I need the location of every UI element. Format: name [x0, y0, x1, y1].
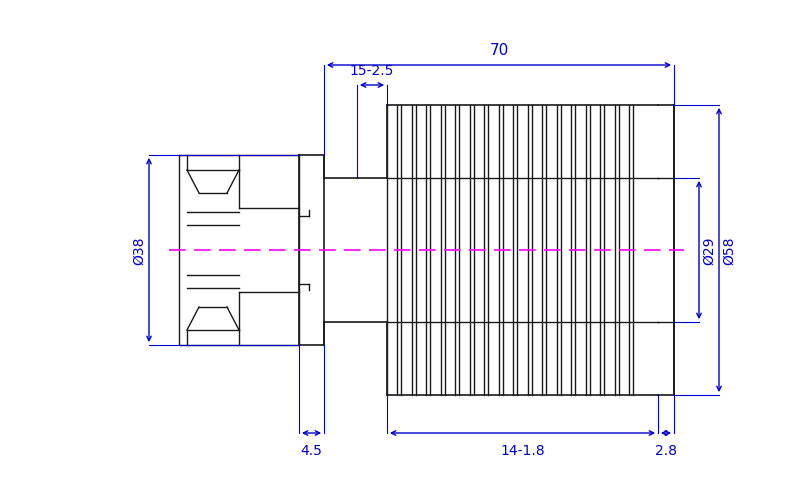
Text: 2.8: 2.8 [655, 443, 677, 457]
Text: 15-2.5: 15-2.5 [350, 64, 394, 78]
Text: Ø38: Ø38 [132, 236, 146, 265]
Text: 14-1.8: 14-1.8 [500, 443, 545, 457]
Text: Ø58: Ø58 [722, 236, 736, 265]
Text: Ø29: Ø29 [702, 236, 716, 265]
Text: 4.5: 4.5 [300, 443, 322, 457]
Text: 70: 70 [489, 43, 508, 58]
